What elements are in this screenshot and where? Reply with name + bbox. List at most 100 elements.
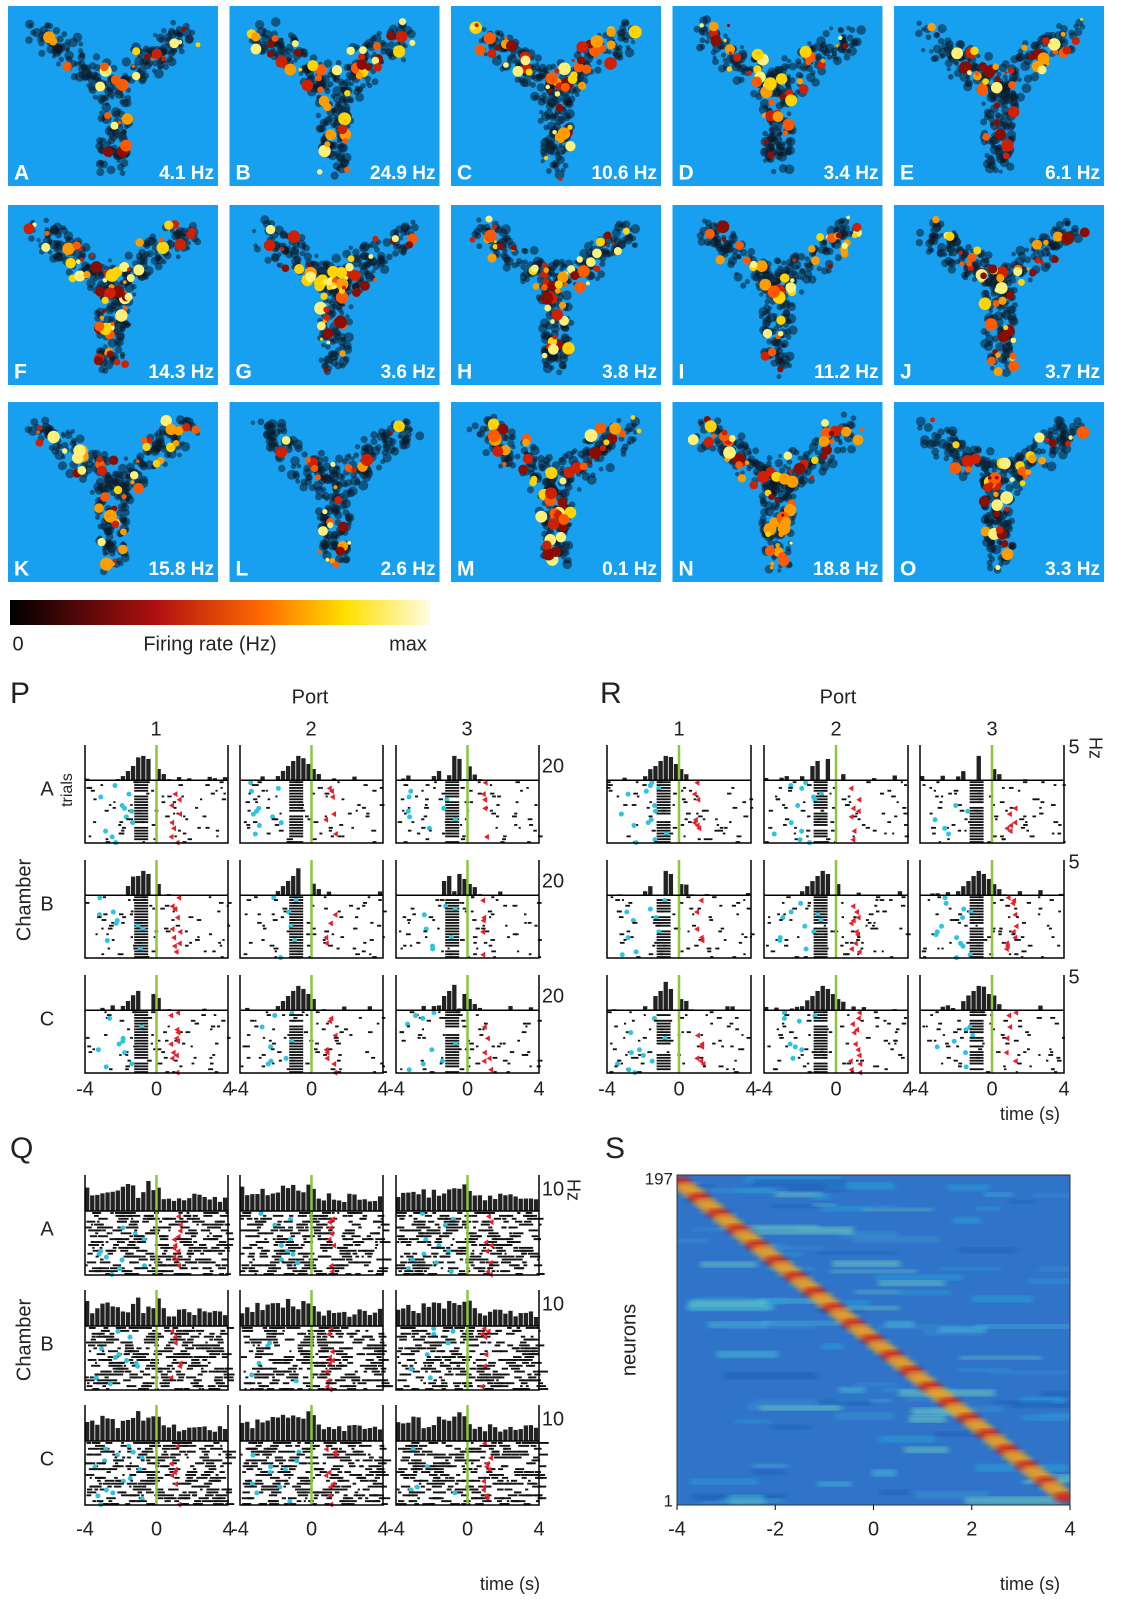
track-dot <box>90 490 95 495</box>
hot-spot <box>993 119 1000 126</box>
hot-spot <box>173 440 179 446</box>
hot-spot <box>94 322 104 332</box>
spike <box>89 835 92 837</box>
hot-spot <box>841 427 851 437</box>
track-dot <box>407 225 412 230</box>
hot-spot <box>356 72 363 79</box>
spike <box>331 835 334 837</box>
map-rate: 2.6 Hz <box>381 559 436 580</box>
hot-spot <box>611 242 614 245</box>
hot-spot <box>114 359 121 366</box>
hot-spot <box>485 216 492 223</box>
track-dot <box>482 27 487 32</box>
hot-spot <box>994 367 1003 376</box>
track-dot <box>541 159 545 163</box>
hot-spot <box>47 431 59 443</box>
track-dot <box>943 443 951 451</box>
hot-spot <box>765 531 771 537</box>
track-dot <box>271 17 280 26</box>
hot-spot <box>800 46 812 58</box>
hot-spot <box>722 237 727 242</box>
hot-spot <box>993 300 1000 307</box>
hot-spot <box>484 32 496 44</box>
hot-spot <box>797 78 803 84</box>
spike <box>247 810 250 812</box>
hot-spot <box>41 243 50 252</box>
spike <box>216 790 218 792</box>
track-dot <box>325 344 331 350</box>
hot-spot <box>548 518 559 529</box>
track-dot <box>520 272 524 276</box>
track-dot <box>1017 456 1023 462</box>
hot-spot <box>945 232 954 241</box>
hot-spot <box>487 253 496 262</box>
hot-spot <box>475 23 479 27</box>
track-dot <box>376 464 382 470</box>
hot-spot <box>816 233 824 241</box>
track-dot <box>328 350 336 358</box>
spike <box>275 796 277 798</box>
track-dot <box>318 357 324 363</box>
hot-spot <box>272 35 279 42</box>
hot-spot <box>118 545 128 555</box>
hot-spot <box>750 261 757 268</box>
track-dot <box>104 475 113 484</box>
hot-spot <box>562 342 574 354</box>
hot-spot <box>112 520 120 528</box>
spike <box>174 807 177 809</box>
hot-spot <box>62 448 68 454</box>
track-dot <box>531 63 535 67</box>
nose-poke <box>122 806 127 811</box>
track-dot <box>764 501 773 510</box>
track-dot <box>477 430 485 438</box>
spike <box>200 798 202 800</box>
track-dot <box>88 75 98 85</box>
hot-spot <box>372 236 378 242</box>
track-dot <box>984 331 990 337</box>
spike <box>313 821 318 823</box>
hot-spot <box>1001 548 1013 560</box>
track-dot <box>616 418 621 423</box>
hot-spot <box>330 462 335 467</box>
track-dot <box>520 264 526 270</box>
track-dot <box>124 456 129 461</box>
track-dot <box>781 55 788 62</box>
hot-spot <box>345 263 353 271</box>
track-dot <box>728 234 737 243</box>
track-dot <box>851 415 857 421</box>
spike <box>348 813 352 815</box>
track-dot <box>530 246 539 255</box>
track-dot <box>948 426 958 436</box>
track-dot <box>104 87 113 96</box>
track-dot <box>956 40 964 48</box>
track-dot <box>771 137 779 145</box>
spike-burst <box>289 804 303 806</box>
track-dot <box>270 442 276 448</box>
hot-spot <box>927 23 935 31</box>
hot-spot <box>299 68 303 72</box>
hot-spot <box>586 257 596 267</box>
track-dot <box>853 37 862 46</box>
track-dot <box>78 42 83 47</box>
track-dot <box>95 515 100 520</box>
hot-spot <box>607 40 616 49</box>
colorbar-max: max <box>389 633 427 655</box>
track-dot <box>777 304 783 310</box>
hot-spot <box>511 245 517 251</box>
track-dot <box>1060 25 1068 33</box>
track-dot <box>1001 312 1007 318</box>
hot-spot <box>779 473 790 484</box>
hot-spot <box>745 461 749 465</box>
hot-spot <box>305 271 316 282</box>
hot-spot <box>545 487 557 499</box>
track-dot <box>79 60 86 67</box>
track-dot <box>157 64 162 69</box>
track-dot <box>319 467 326 474</box>
hot-spot <box>318 526 328 536</box>
hot-spot <box>1003 152 1010 159</box>
hot-spot <box>393 45 405 57</box>
hot-spot <box>543 267 549 273</box>
track-dot <box>107 166 116 175</box>
spike <box>461 787 465 789</box>
hot-spot <box>484 230 497 243</box>
